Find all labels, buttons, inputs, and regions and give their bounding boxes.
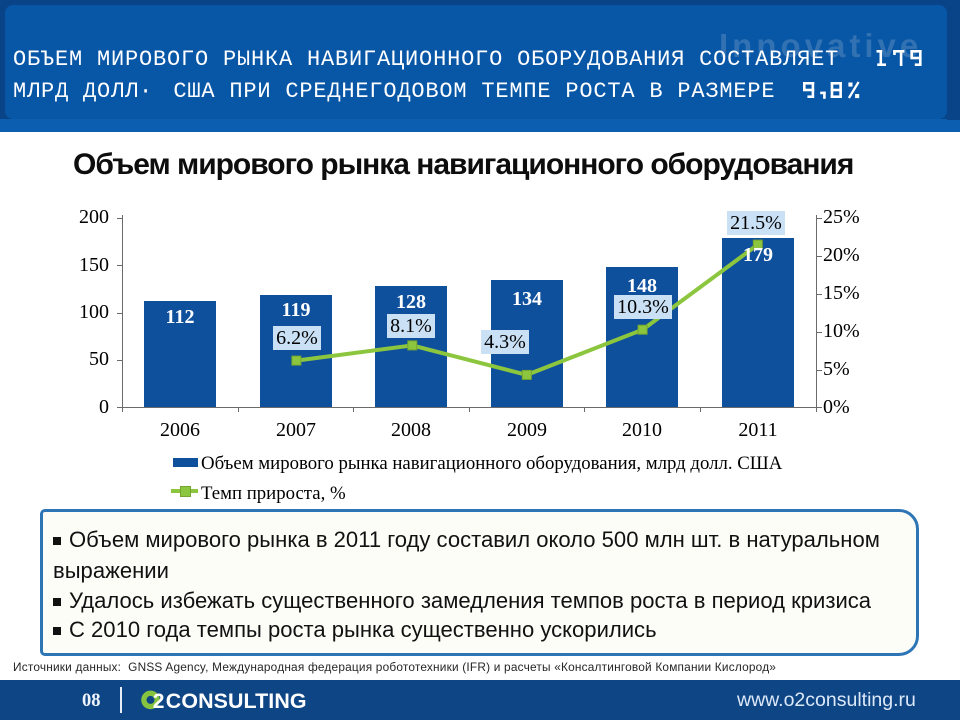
svg-text:CONSULTING: CONSULTING (166, 689, 307, 713)
svg-text:2: 2 (153, 690, 165, 713)
